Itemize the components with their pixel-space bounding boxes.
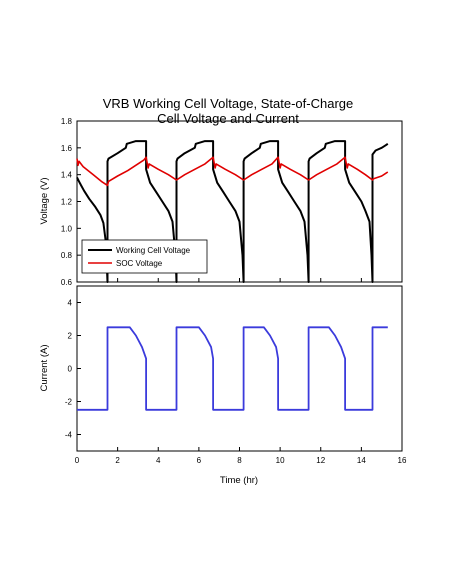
voltage-y-axis-label: Voltage (V): [39, 178, 50, 225]
voltage-y-tick-label: 1.4: [61, 171, 73, 180]
voltage-y-tick-label: 0.8: [61, 251, 73, 260]
voltage-y-tick-label: 1.8: [61, 117, 73, 126]
current-y-ticks: -4 -2 0 2 4: [65, 299, 81, 440]
time-x-tick-label: 4: [156, 456, 161, 465]
current-plot-frame: [77, 286, 402, 451]
chart-subtitle: Cell Voltage and Current: [157, 111, 299, 126]
current-series-layer: [77, 327, 388, 410]
time-x-tick-label: 2: [115, 456, 120, 465]
voltage-y-tick-label: 1.2: [61, 198, 73, 207]
current-y-axis-label: Current (A): [39, 345, 50, 392]
time-x-tick-label: 16: [398, 456, 407, 465]
voltage-y-tick-label: 1.0: [61, 224, 73, 233]
time-x-tick-label: 10: [276, 456, 285, 465]
current-y-tick-label: -2: [65, 398, 73, 407]
time-x-tick-label: 0: [75, 456, 80, 465]
chart-title: VRB Working Cell Voltage, State-of-Charg…: [103, 96, 354, 111]
current-y-tick-label: 2: [68, 332, 73, 341]
legend-label-soc: SOC Voltage: [116, 259, 163, 268]
legend-box: [82, 240, 207, 273]
current-y-tick-label: 4: [68, 299, 73, 308]
current-y-tick-label: -4: [65, 431, 73, 440]
legend: Working Cell Voltage SOC Voltage: [82, 240, 207, 273]
current-panel: -4 -2 0 2 4 0 2 4 6 8 10 12 14 16 Current (A) Time (…: [39, 286, 407, 486]
time-x-ticks: 0 2 4 6 8 10 12 14 16: [75, 447, 407, 465]
voltage-y-tick-label: 0.6: [61, 278, 73, 287]
legend-label-working-cell: Working Cell Voltage: [116, 246, 191, 255]
time-x-tick-label: 12: [316, 456, 325, 465]
current-y-tick-label: 0: [68, 365, 73, 374]
voltage-series-line-2: [77, 157, 388, 185]
time-x-tick-label: 6: [197, 456, 202, 465]
time-x-tick-label: 8: [237, 456, 242, 465]
time-x-axis-label: Time (hr): [220, 475, 258, 486]
time-x-tick-label: 14: [357, 456, 366, 465]
voltage-y-tick-label: 1.6: [61, 144, 73, 153]
voltage-panel: 0.6 0.8 1.0 1.2 1.4 1.6 1.8 Voltage (V) Workin…: [39, 117, 402, 287]
current-series-line-1: [77, 327, 388, 410]
